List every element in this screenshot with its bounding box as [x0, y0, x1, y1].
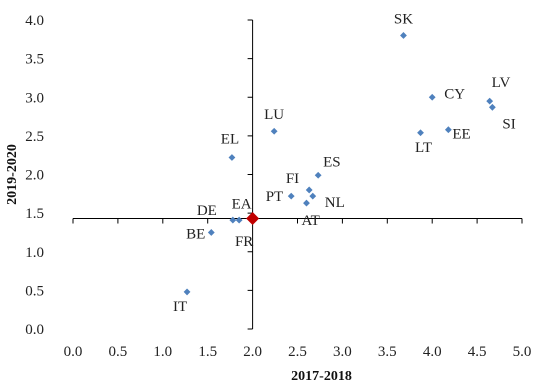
point-label-ea: EA [232, 197, 252, 213]
x-tick-label: 3.5 [378, 344, 397, 360]
point-label-it: IT [173, 299, 187, 315]
y-tick-label: 1.5 [25, 206, 44, 222]
point-label-de: DE [197, 203, 217, 219]
x-axis-title: 2017-2018 [291, 369, 352, 384]
x-tick-label: 0.0 [64, 344, 83, 360]
point-label-sk: SK [394, 11, 413, 27]
x-tick-label: 3.0 [333, 344, 352, 360]
point-fi [305, 186, 313, 194]
point-label-at: AT [301, 213, 319, 229]
point-cy [428, 93, 436, 101]
point-si [488, 103, 496, 111]
point-it [183, 288, 191, 296]
point-lv [486, 97, 494, 105]
point-label-lu: LU [264, 107, 284, 123]
y-tick-label: 2.5 [25, 129, 44, 145]
x-tick-label: 2.0 [243, 344, 262, 360]
point-fr [235, 216, 243, 224]
point-es [314, 171, 322, 179]
y-tick-label: 0.5 [25, 283, 44, 299]
point-label-el: EL [221, 132, 239, 148]
point-lt [417, 129, 424, 137]
point-nl [309, 192, 317, 200]
x-tick-label: 4.0 [423, 344, 442, 360]
point-label-nl: NL [325, 195, 345, 211]
point-el [228, 154, 236, 161]
y-tick-label: 3.0 [25, 90, 44, 106]
point-de [229, 216, 237, 224]
x-tick-label: 1.0 [153, 344, 172, 360]
point-be [207, 229, 215, 236]
point-ea [246, 212, 260, 226]
point-lu [270, 127, 278, 135]
y-tick-label: 0.0 [25, 322, 44, 338]
point-ee [444, 126, 452, 134]
point-label-fi: FI [286, 171, 299, 187]
point-at [303, 199, 310, 207]
x-tick-label: 4.5 [468, 344, 487, 360]
point-pt [287, 192, 295, 200]
point-label-lt: LT [415, 140, 432, 156]
y-tick-label: 2.0 [25, 168, 44, 184]
x-tick-label: 0.5 [109, 344, 128, 360]
x-tick-label: 1.5 [198, 344, 217, 360]
y-tick-label: 3.5 [25, 52, 44, 68]
point-sk [400, 32, 407, 39]
y-tick-label: 4.0 [25, 13, 44, 29]
point-label-si: SI [502, 116, 515, 132]
point-label-fr: FR [235, 234, 253, 250]
point-label-cy: CY [444, 86, 465, 102]
point-label-pt: PT [266, 189, 284, 205]
point-label-ee: EE [452, 127, 470, 143]
point-label-lv: LV [492, 75, 511, 91]
y-axis-title: 2019-2020 [5, 144, 20, 205]
point-label-be: BE [186, 226, 205, 242]
x-tick-label: 5.0 [513, 344, 532, 360]
point-label-es: ES [323, 154, 341, 170]
y-tick-label: 1.0 [25, 245, 44, 261]
x-tick-label: 2.5 [288, 344, 307, 360]
